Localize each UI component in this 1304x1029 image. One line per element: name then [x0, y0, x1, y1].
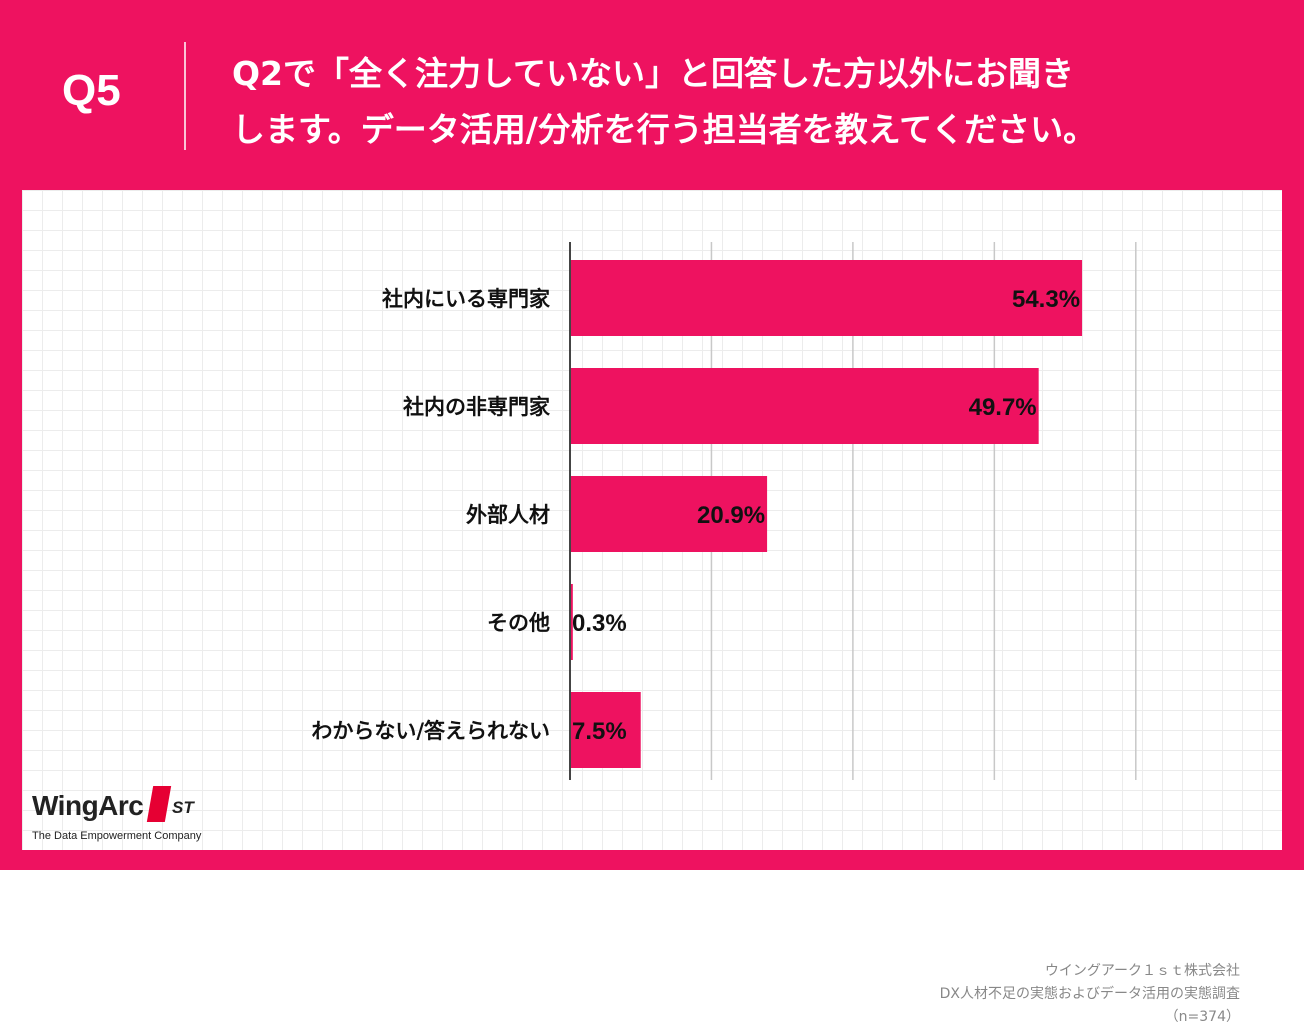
- category-label: 外部人材: [466, 503, 550, 527]
- logo-tagline: The Data Empowerment Company: [32, 830, 202, 842]
- value-label: 49.7%: [969, 394, 1037, 421]
- logo-suffix: ST: [172, 798, 194, 817]
- bar-4: [570, 692, 641, 768]
- bar-2: [570, 476, 768, 552]
- value-label: 0.3%: [572, 610, 627, 637]
- category-label: 社内の非専門家: [402, 395, 551, 419]
- category-label: 社内にいる専門家: [381, 287, 551, 311]
- source-note: ウイングアーク１ｓｔ株式会社 DX人材不足の実態およびデータ活用の実態調査 （n…: [940, 960, 1240, 1029]
- bar-0: [570, 260, 1083, 336]
- bar-1: [570, 368, 1039, 444]
- bar-3: [570, 584, 573, 660]
- logo-mark-1: [146, 786, 172, 822]
- question-text: Q2で「全く注力していない」と回答した方以外にお聞き します。データ活用/分析を…: [232, 54, 1097, 149]
- wingarc-logo: WingArc ST The Data Empowerment Company: [32, 786, 212, 846]
- source-sample: （n=374）: [1164, 1009, 1240, 1025]
- value-label: 54.3%: [1012, 286, 1080, 313]
- bar-chart: 社内にいる専門家 54.3% 社内の非専門家 49.7% 外部人材 20.9% その他 0.3…: [311, 242, 1137, 780]
- value-label: 20.9%: [697, 502, 765, 529]
- value-label: 7.5%: [572, 718, 627, 745]
- chart-panel: 社内にいる専門家 54.3% 社内の非専門家 49.7% 外部人材 20.9% その他 0.3…: [22, 190, 1282, 1025]
- source-survey: DX人材不足の実態およびデータ活用の実態調査: [939, 986, 1240, 1002]
- category-label: わからない/答えられない: [311, 719, 550, 743]
- question-number: Q5: [62, 66, 121, 115]
- logo-brand: WingArc: [32, 790, 144, 821]
- source-company: ウイングアーク１ｓｔ株式会社: [1044, 963, 1240, 979]
- header-divider: [184, 42, 186, 150]
- category-label: その他: [487, 611, 550, 635]
- question-header: Q5 Q2で「全く注力していない」と回答した方以外にお聞き します。データ活用/…: [0, 0, 1304, 190]
